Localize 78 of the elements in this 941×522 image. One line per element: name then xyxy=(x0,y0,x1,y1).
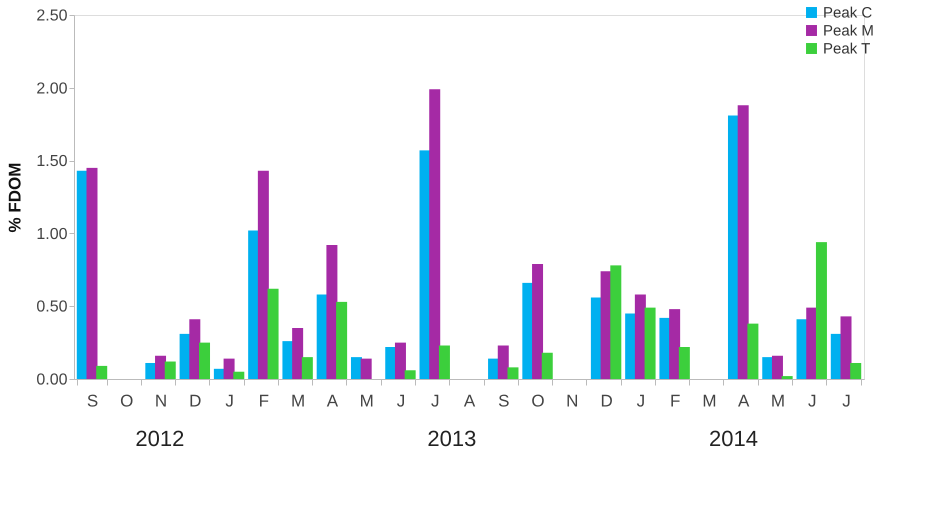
x-tick-label: M xyxy=(360,392,374,410)
bar xyxy=(806,308,818,379)
bar xyxy=(248,230,260,379)
bar xyxy=(316,294,328,379)
y-tick-label: 1.00 xyxy=(36,226,68,243)
x-tick-label: D xyxy=(189,392,202,410)
x-tick-label: M xyxy=(770,392,786,410)
bar xyxy=(747,324,758,379)
y-tick-label: 2.00 xyxy=(36,80,68,98)
bar xyxy=(850,362,862,379)
bar xyxy=(268,288,279,379)
bar xyxy=(292,328,304,379)
bar xyxy=(258,170,269,379)
x-tick-label: O xyxy=(120,392,134,410)
x-tick-label: J xyxy=(396,392,406,410)
bar xyxy=(542,352,553,379)
x-tick-label: F xyxy=(258,392,270,410)
x-tick-label: J xyxy=(636,392,646,410)
bar xyxy=(738,105,749,379)
bar xyxy=(782,376,793,379)
bar xyxy=(840,316,852,379)
x-tick-label: J xyxy=(225,392,234,410)
y-axis-title: % FDOM xyxy=(5,162,24,232)
bar xyxy=(199,342,210,379)
bar xyxy=(180,334,191,379)
bar xyxy=(360,358,372,379)
y-tick-label: 2.50 xyxy=(36,8,68,24)
legend-label: Peak M xyxy=(823,22,874,40)
bar xyxy=(488,358,500,379)
bar xyxy=(155,356,166,379)
x-tick-label: M xyxy=(291,392,306,410)
text: 2013 xyxy=(427,426,476,451)
x-tick-label: O xyxy=(531,392,545,410)
bar xyxy=(644,308,656,379)
bar xyxy=(385,346,396,379)
bar xyxy=(404,370,416,379)
bar xyxy=(336,302,348,379)
bar xyxy=(164,362,176,379)
y-tick-label: 0.00 xyxy=(36,372,68,388)
bar xyxy=(625,313,636,379)
x-tick-label: J xyxy=(842,392,851,410)
text: 2012 xyxy=(135,426,184,451)
bar xyxy=(816,242,827,379)
bar xyxy=(326,245,338,379)
x-tick-label: S xyxy=(498,392,510,410)
y-tick-label: 0.50 xyxy=(36,298,68,316)
bar xyxy=(772,356,783,379)
x-tick-label: M xyxy=(702,392,716,410)
bar xyxy=(678,346,690,379)
bar xyxy=(600,271,612,379)
text: 2014 xyxy=(709,426,758,451)
x-tick-label: N xyxy=(154,392,168,410)
bar xyxy=(498,346,509,379)
x-tick-label: A xyxy=(326,392,339,410)
x-tick-label: J xyxy=(808,392,816,410)
bar xyxy=(233,372,244,379)
bar xyxy=(438,346,450,379)
x-tick-label: J xyxy=(430,392,440,410)
x-tick-label: A xyxy=(738,392,750,410)
bar xyxy=(394,342,406,379)
bar xyxy=(189,319,200,379)
bar xyxy=(532,264,544,379)
bar xyxy=(96,366,108,379)
x-tick-label: A xyxy=(464,392,476,410)
y-tick-label: 1.50 xyxy=(36,153,68,170)
legend-label: Peak T xyxy=(823,40,870,58)
x-tick-label: D xyxy=(600,392,613,410)
x-tick-label: S xyxy=(86,392,98,410)
bar xyxy=(429,89,440,379)
bar xyxy=(610,265,622,379)
bar xyxy=(224,358,235,379)
x-tick-label: F xyxy=(670,392,680,410)
legend-label: Peak C xyxy=(823,4,872,22)
bar xyxy=(507,367,518,379)
bar xyxy=(86,168,98,379)
bar xyxy=(302,357,313,379)
x-tick-label: N xyxy=(566,392,578,410)
bar xyxy=(669,309,680,379)
